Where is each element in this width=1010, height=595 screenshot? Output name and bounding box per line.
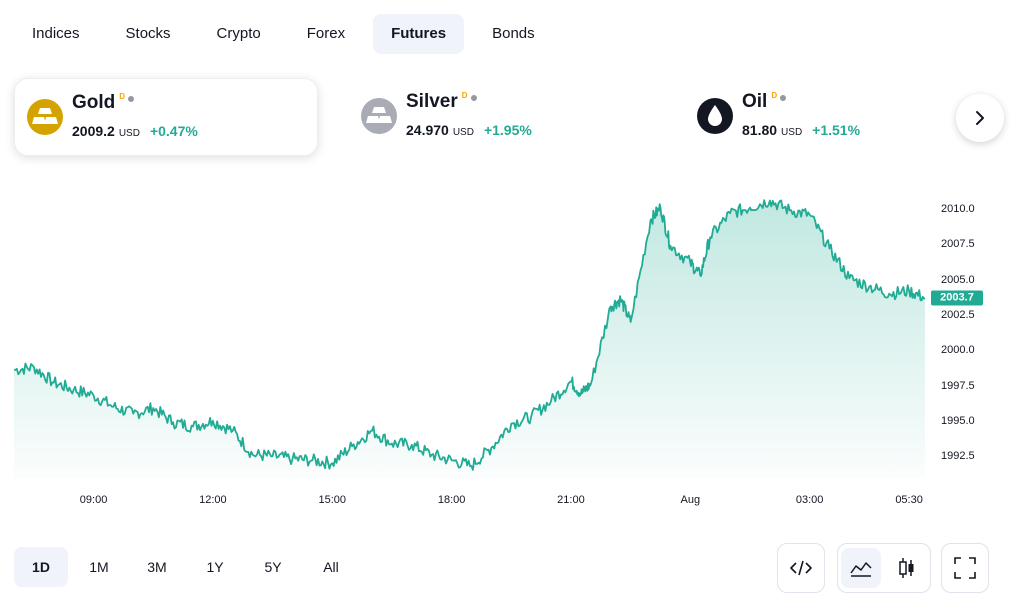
symbol-name: Silver xyxy=(406,91,458,112)
embed-button[interactable] xyxy=(781,548,821,588)
symbol-currency: USD xyxy=(452,127,474,138)
symbol-card-title: Silver D xyxy=(406,91,477,113)
x-axis-tick: 21:00 xyxy=(557,494,585,506)
range-selector: 1D 1M 3M 1Y 5Y All xyxy=(14,547,362,587)
oil-drop-icon xyxy=(697,98,733,134)
y-axis-tick: 2007.5 xyxy=(941,238,975,251)
tab-bonds[interactable]: Bonds xyxy=(492,25,535,42)
tab-crypto[interactable]: Crypto xyxy=(216,25,261,42)
x-axis-tick: 15:00 xyxy=(318,494,347,506)
y-axis-tick: 1997.5 xyxy=(941,379,975,392)
symbol-quote: 81.80 USD +1.51% xyxy=(742,122,860,138)
x-axis-tick: 05:30 xyxy=(895,494,923,506)
x-axis-tick: Aug xyxy=(680,494,701,506)
range-all[interactable]: All xyxy=(323,559,339,575)
code-icon xyxy=(790,560,812,576)
symbol-change: +1.95% xyxy=(483,122,532,138)
symbol-card-oil[interactable]: Oil D 81.80 USD +1.51% xyxy=(685,78,987,154)
range-3m[interactable]: 3M xyxy=(147,559,167,575)
tab-forex[interactable]: Forex xyxy=(306,25,346,42)
x-axis-tick: 09:00 xyxy=(79,494,108,506)
symbol-quote: 2009.2 USD +0.47% xyxy=(72,123,198,139)
x-axis-tick: 18:00 xyxy=(437,494,466,506)
symbol-price: 81.80 xyxy=(742,122,778,138)
symbol-card-title: Gold D xyxy=(72,92,135,114)
symbol-name: Oil xyxy=(742,91,768,112)
tab-futures[interactable]: Futures xyxy=(373,14,465,54)
y-axis-tick: 1995.0 xyxy=(941,414,975,427)
range-1y[interactable]: 1Y xyxy=(206,559,224,575)
category-tabs: Indices Stocks Crypto Forex Futures Bond… xyxy=(14,14,563,54)
y-axis-tick: 1992.5 xyxy=(941,450,975,463)
range-5y[interactable]: 5Y xyxy=(264,559,282,575)
tab-stocks[interactable]: Stocks xyxy=(125,25,171,42)
last-price-label: 2003.7 xyxy=(931,290,983,306)
flag-marker: D xyxy=(461,91,468,100)
symbol-change: +1.51% xyxy=(812,122,861,138)
status-dot xyxy=(128,95,135,102)
next-symbols-button[interactable] xyxy=(956,94,1004,142)
symbol-price: 24.970 xyxy=(406,122,449,138)
symbol-change: +0.47% xyxy=(149,123,198,139)
candlestick-chart-button[interactable] xyxy=(887,548,927,588)
status-dot xyxy=(470,94,477,101)
gold-bars-icon xyxy=(27,99,63,135)
range-1d[interactable]: 1D xyxy=(14,547,68,587)
fullscreen-button[interactable] xyxy=(945,548,985,588)
symbol-price: 2009.2 xyxy=(72,123,115,139)
symbol-card-silver[interactable]: Silver D 24.970 USD +1.95% xyxy=(349,78,651,154)
range-1m[interactable]: 1M xyxy=(89,559,109,575)
flag-marker: D xyxy=(771,91,778,100)
symbol-quote: 24.970 USD +1.95% xyxy=(406,122,532,138)
flag-marker: D xyxy=(119,92,126,101)
x-axis-tick: 03:00 xyxy=(795,494,824,506)
silver-bars-icon xyxy=(361,98,397,134)
symbol-name: Gold xyxy=(72,92,116,113)
area-chart-button[interactable] xyxy=(841,548,881,588)
symbol-card-gold[interactable]: Gold D 2009.2 USD +0.47% xyxy=(14,78,318,156)
fullscreen-icon xyxy=(954,557,976,579)
chart-style-group xyxy=(837,543,931,593)
y-axis-tick: 2010.0 xyxy=(941,203,975,215)
price-area xyxy=(14,200,925,478)
fullscreen-group xyxy=(941,543,989,593)
symbol-currency: USD xyxy=(118,128,140,139)
chevron-right-icon xyxy=(976,111,984,125)
candlestick-icon xyxy=(899,558,914,578)
tab-indices[interactable]: Indices xyxy=(32,25,80,42)
price-chart[interactable]: 2010.0 2007.5 2005.0 2002.5 2000.0 1997.5 1995… xyxy=(0,180,1010,520)
y-axis-tick: 2002.5 xyxy=(941,308,975,321)
price-chart-svg xyxy=(13,199,926,478)
symbol-cards: Gold D 2009.2 USD +0.47% Silver D 24.970 USD +… xyxy=(14,78,1010,156)
y-axis-tick: 2005.0 xyxy=(941,273,975,286)
embed-group xyxy=(777,543,825,593)
symbol-card-title: Oil D xyxy=(742,91,787,113)
status-dot xyxy=(780,94,787,101)
price-line xyxy=(13,199,926,471)
x-axis-tick: 12:00 xyxy=(199,494,227,506)
symbol-currency: USD xyxy=(781,127,803,138)
y-axis-tick: 2000.0 xyxy=(941,344,975,357)
area-chart-icon xyxy=(850,562,872,577)
